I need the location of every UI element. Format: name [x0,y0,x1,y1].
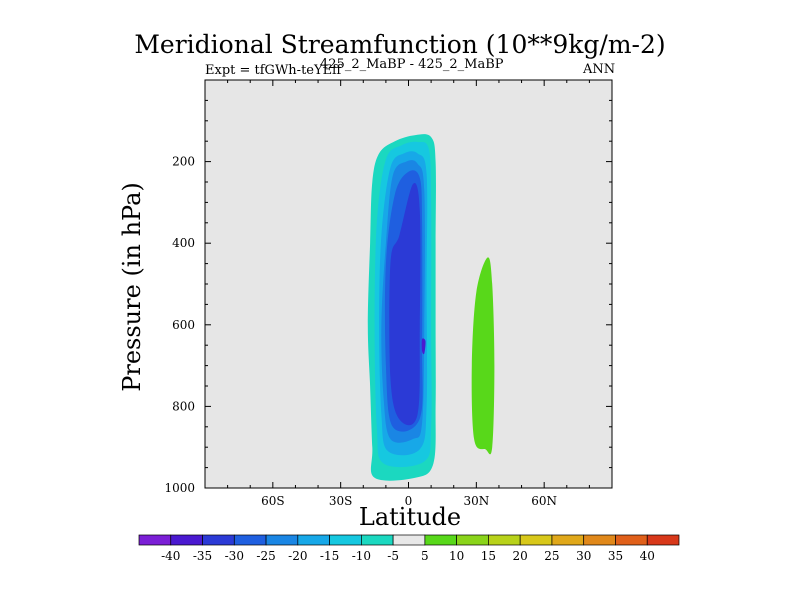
axis-ticks-layer: 200 400 600 800 1000 60S 30S 0 30N 60N [164,80,612,508]
colorbar: -40 -35 -30 -25 -20 -15 -10 -5 5 10 15 20 25 30 35 40 [138,534,680,563]
colorbar-box [233,534,267,546]
x-tick-label: 60N [531,494,557,508]
colorbar-label: -25 [256,549,275,563]
colorbar-box [583,534,616,546]
y-tick-label: 800 [172,399,195,413]
y-tick-label: 400 [172,236,195,250]
colorbar-label: 15 [481,549,496,563]
colorbar-box [456,534,489,546]
colorbar-box [202,534,235,546]
colorbar-box [329,534,362,546]
colorbar-box [392,534,426,546]
y-tick-label: 200 [172,155,195,169]
chart-title: Meridional Streamfunction (10**9kg/m-2) [134,30,666,59]
colorbar-box [519,534,553,546]
y-tick-label: 1000 [164,481,195,495]
colorbar-label: 5 [421,549,429,563]
colorbar-box [138,534,172,546]
colorbar-box [361,534,394,546]
colorbar-label: -10 [352,549,371,563]
season-label: ANN [583,62,616,77]
y-tick-label: 600 [172,318,195,332]
colorbar-box [170,534,203,546]
colorbar-label: -40 [161,549,180,563]
colorbar-label: -35 [193,549,212,563]
colorbar-box [424,534,457,546]
x-tick-label: 60S [261,494,285,508]
colorbar-label: 30 [576,549,591,563]
colorbar-label: 25 [544,549,559,563]
colorbar-box [265,534,299,546]
colorbar-box [646,534,680,546]
case-comparison-label: 425_2_MaBP - 425_2_MaBP [320,57,504,72]
colorbar-box [488,534,521,546]
x-tick-label: 30N [463,494,489,508]
experiment-label: Expt = tfGWh-teYEff [205,63,342,78]
colorbar-label: -30 [225,549,244,563]
colorbar-label: 40 [640,549,655,563]
colorbar-label: 20 [513,549,528,563]
colorbar-box [615,534,648,546]
x-tick-label: 0 [405,494,413,508]
colorbar-label: -5 [387,549,399,563]
southern-cell-level-minus30 [389,182,421,426]
colorbar-label: 35 [608,549,623,563]
x-axis-label: Latitude [358,503,462,531]
colorbar-label: -15 [320,549,339,563]
colorbar-box [297,534,330,546]
southern-cell-level-minus35 [421,338,426,355]
colorbar-box [551,534,585,546]
x-tick-label: 30S [329,494,353,508]
northern-cell-level-5 [471,257,495,455]
colorbar-label: 10 [449,549,464,563]
contour-cells-layer [367,134,495,481]
colorbar-label: -20 [288,549,307,563]
y-axis-label: Pressure (in hPa) [118,182,146,392]
